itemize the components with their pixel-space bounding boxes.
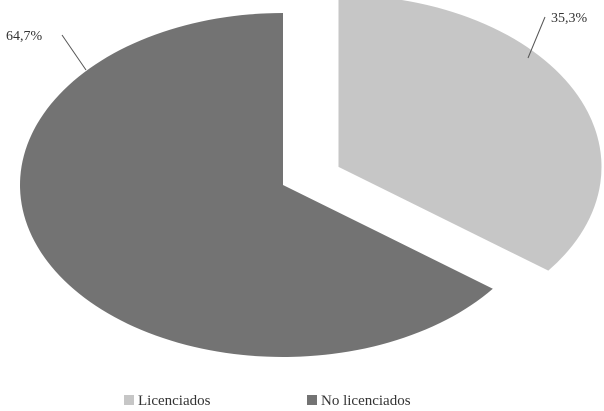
pie-slices: [20, 0, 602, 358]
pie-slice-no-licenciados: [20, 13, 493, 358]
legend: Licenciados No licenciados: [124, 393, 411, 409]
pie-slice-licenciados: [338, 0, 602, 271]
leader-line-no-licenciados: [61, 34, 87, 71]
data-label-licenciados: 35,3%: [551, 11, 588, 26]
legend-swatch-licenciados: [124, 395, 134, 405]
legend-item-licenciados: Licenciados: [124, 393, 211, 409]
legend-item-no-licenciados: No licenciados: [307, 393, 411, 409]
pie-data-labels: 35,3% 64,7%: [6, 11, 588, 71]
legend-swatch-no-licenciados: [307, 395, 317, 405]
legend-label-licenciados: Licenciados: [138, 393, 211, 409]
leader-line-licenciados: [527, 16, 546, 59]
legend-label-no-licenciados: No licenciados: [321, 393, 411, 409]
data-label-no-licenciados: 64,7%: [6, 29, 43, 44]
